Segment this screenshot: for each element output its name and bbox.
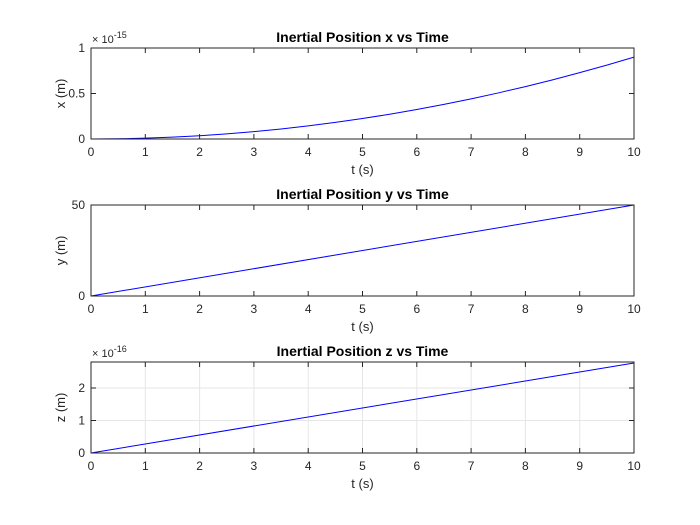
- x-tick-label: 5: [359, 459, 366, 473]
- subplot-title: Inertial Position z vs Time: [277, 343, 449, 359]
- y-tick-label: 1: [78, 41, 85, 55]
- x-tick-label: 5: [359, 145, 366, 159]
- series-line: [90, 362, 635, 454]
- y-tick-label: 0: [78, 446, 85, 460]
- y-axis-label: y (m): [53, 236, 68, 266]
- x-tick-label: 0: [88, 459, 95, 473]
- subplot-title: Inertial Position y vs Time: [276, 186, 449, 202]
- x-tick-label: 9: [576, 459, 583, 473]
- series-line: [90, 204, 635, 297]
- x-tick-label: 1: [142, 145, 149, 159]
- y-exponent-label: × 10-15: [92, 30, 127, 46]
- x-tick-label: 6: [413, 459, 420, 473]
- y-tick-label: 1: [78, 414, 85, 428]
- x-tick-label: 1: [142, 459, 149, 473]
- x-axis-label: t (s): [351, 476, 373, 491]
- x-tick-label: 3: [251, 145, 258, 159]
- y-tick-label: 0.5: [68, 87, 85, 101]
- x-tick-label: 2: [196, 302, 203, 316]
- x-tick-label: 5: [359, 302, 366, 316]
- x-tick-label: 7: [468, 459, 475, 473]
- axes-background: [91, 48, 634, 139]
- series-line: [90, 56, 635, 140]
- x-tick-label: 2: [196, 459, 203, 473]
- y-tick-label: 50: [72, 198, 86, 212]
- subplot-2: 0 1 2 3 4 5 6 7 8 9 10 0 50 Inertial Position y vs Ti…: [53, 186, 641, 334]
- y-axis-label: z (m): [53, 393, 68, 423]
- y-tick-label: 0: [78, 132, 85, 146]
- subplot-3: 0 1 2 3 4 5 6 7 8 9 10 0 1 2 × 10-16 Inertial Position …: [53, 343, 641, 491]
- x-tick-label: 7: [468, 302, 475, 316]
- x-tick-label: 10: [627, 302, 641, 316]
- subplot-title: Inertial Position x vs Time: [276, 29, 449, 45]
- x-tick-label: 7: [468, 145, 475, 159]
- x-tick-label: 2: [196, 145, 203, 159]
- x-tick-label: 10: [627, 145, 641, 159]
- exponent-power: -16: [114, 344, 127, 354]
- x-axis-label: t (s): [351, 162, 373, 177]
- x-tick-label: 10: [627, 459, 641, 473]
- x-tick-label: 3: [251, 302, 258, 316]
- x-tick-label: 0: [88, 145, 95, 159]
- x-tick-label: 1: [142, 302, 149, 316]
- x-tick-label: 9: [576, 302, 583, 316]
- x-tick-label: 4: [305, 302, 312, 316]
- y-tick-label: 2: [78, 381, 85, 395]
- subplot-1: 0 1 2 3 4 5 6 7 8 9 10 0 0.5 1 × 10-15 Inertial Positio…: [53, 29, 641, 177]
- x-axis-label: t (s): [351, 319, 373, 334]
- x-tick-label: 8: [522, 302, 529, 316]
- x-tick-label: 3: [251, 459, 258, 473]
- x-tick-label: 6: [413, 302, 420, 316]
- x-tick-label: 8: [522, 459, 529, 473]
- x-tick-label: 6: [413, 145, 420, 159]
- y-axis-label: x (m): [53, 79, 68, 109]
- exponent-base: × 10: [92, 34, 114, 46]
- y-exponent-label: × 10-16: [92, 344, 127, 360]
- x-tick-label: 9: [576, 145, 583, 159]
- y-tick-label: 0: [78, 289, 85, 303]
- exponent-base: × 10: [92, 348, 114, 360]
- exponent-power: -15: [114, 30, 127, 40]
- x-tick-label: 8: [522, 145, 529, 159]
- x-tick-label: 4: [305, 459, 312, 473]
- x-tick-label: 4: [305, 145, 312, 159]
- x-tick-label: 0: [88, 302, 95, 316]
